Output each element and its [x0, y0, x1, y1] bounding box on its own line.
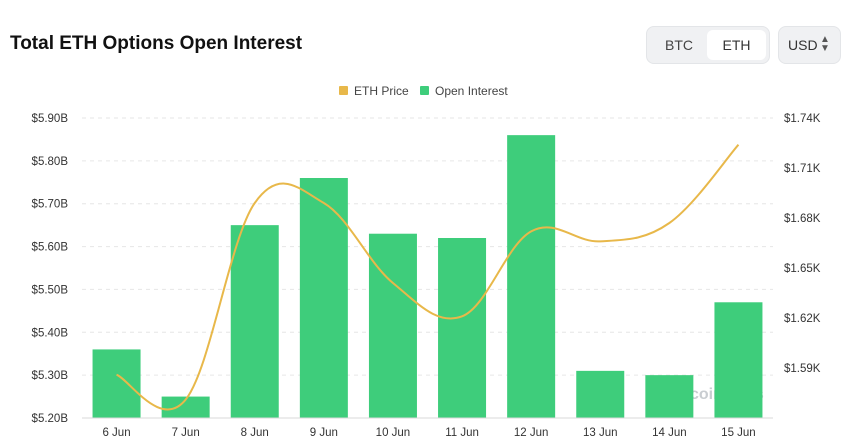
y-left-tick-label: $5.70B: [32, 199, 69, 211]
legend-item-open-interest[interactable]: Open Interest: [420, 84, 508, 98]
x-tick-label: 10 Jun: [376, 427, 411, 439]
currency-select[interactable]: USD ▲ ▼: [778, 26, 841, 64]
legend-label-eth-price: ETH Price: [354, 84, 409, 98]
bar-series: [92, 135, 763, 418]
x-tick-label: 8 Jun: [241, 427, 269, 439]
y-right-tick-label: $1.71K: [784, 163, 821, 175]
legend-swatch-eth-price: [339, 86, 348, 95]
x-tick-label: 13 Jun: [583, 427, 618, 439]
y-left-tick-label: $5.20B: [32, 413, 69, 425]
eth-price-line: [116, 144, 740, 411]
x-tick-label: 11 Jun: [445, 427, 479, 439]
x-tick-label: 12 Jun: [514, 427, 549, 439]
y-right-tick-label: $1.68K: [784, 213, 821, 225]
y-right-tick-label: $1.65K: [784, 263, 821, 275]
legend-label-open-interest: Open Interest: [435, 84, 508, 98]
open-interest-bar[interactable]: [645, 375, 694, 418]
y-left-tick-label: $5.90B: [32, 113, 69, 125]
grid-lines: [82, 117, 773, 419]
open-interest-bar[interactable]: [714, 302, 763, 418]
x-tick-label: 9 Jun: [310, 427, 338, 439]
page-title: Total ETH Options Open Interest: [10, 33, 303, 54]
btc-tab[interactable]: BTC: [665, 37, 693, 53]
currency-value: USD: [788, 37, 818, 53]
x-tick-label: 7 Jun: [172, 427, 200, 439]
y-right-tick-label: $1.59K: [784, 363, 821, 375]
y-left-tick-label: $5.80B: [32, 156, 69, 168]
open-interest-bar[interactable]: [438, 238, 487, 418]
open-interest-bar[interactable]: [299, 178, 348, 418]
y-left-tick-label: $5.40B: [32, 327, 69, 339]
legend-swatch-open-interest: [420, 86, 429, 95]
legend-item-eth-price[interactable]: ETH Price: [339, 84, 409, 98]
asset-toggle: BTC ETH: [646, 26, 770, 64]
x-tick-label: 15 Jun: [721, 427, 756, 439]
x-tick-label: 14 Jun: [652, 427, 687, 439]
updown-caret-icon: ▲ ▼: [820, 34, 830, 54]
y-left-tick-label: $5.30B: [32, 370, 69, 382]
chart-legend: ETH Price Open Interest: [339, 84, 508, 98]
open-interest-bar[interactable]: [576, 370, 625, 418]
eth-tab[interactable]: ETH: [707, 30, 766, 60]
open-interest-bar[interactable]: [507, 135, 556, 418]
x-axis: 6 Jun 7 Jun 8 Jun 9 Jun 10 Jun 11 Jun 12 Jun 13…: [82, 417, 773, 439]
y-right-tick-label: $1.62K: [784, 313, 821, 325]
y-axis-right: $1.59K $1.62K $1.65K $1.68K $1.71K $1.74K: [784, 113, 821, 375]
open-interest-bar[interactable]: [230, 225, 279, 418]
open-interest-bar[interactable]: [368, 233, 417, 418]
open-interest-bar[interactable]: [161, 396, 210, 418]
x-tick-label: 6 Jun: [102, 427, 130, 439]
open-interest-bar[interactable]: [92, 349, 141, 418]
y-left-tick-label: $5.50B: [32, 284, 69, 296]
y-axis-left: $5.20B $5.30B $5.40B $5.50B $5.60B $5.70B $5.8…: [32, 113, 69, 425]
y-left-tick-label: $5.60B: [32, 242, 69, 254]
y-right-tick-label: $1.74K: [784, 113, 821, 125]
